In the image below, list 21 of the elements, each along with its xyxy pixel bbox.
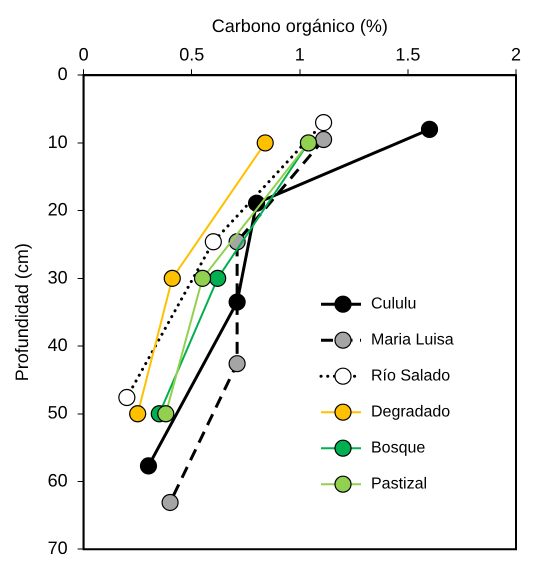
x-tick-label: 0.5 xyxy=(179,44,204,64)
y-tick-label: 40 xyxy=(48,335,68,356)
legend-label: Degradado xyxy=(371,404,450,421)
y-tick-label: 0 xyxy=(58,64,68,84)
x-tick-label: 1 xyxy=(294,44,305,64)
x-tick-label: 1.5 xyxy=(395,44,420,64)
y-tick-label: 30 xyxy=(48,267,68,288)
y-tick-label: 20 xyxy=(48,200,68,220)
y-tick-label: 10 xyxy=(48,132,68,152)
legend-label: Bosque xyxy=(371,440,426,457)
legend-label: Maria Luisa xyxy=(371,332,454,349)
x-tick-label: 0 xyxy=(78,44,89,64)
y-tick-label: 70 xyxy=(48,538,68,558)
y-tick-label: 50 xyxy=(48,402,68,423)
y-axis-title: Profundidad (cm) xyxy=(12,243,32,382)
x-tick-label: 2 xyxy=(510,44,522,64)
legend-label: Pastizal xyxy=(371,476,428,493)
legend-label: Cululu xyxy=(371,296,416,313)
y-tick-label: 60 xyxy=(48,470,68,490)
x-axis-title: Carbono orgánico (%) xyxy=(212,16,388,36)
legend-label: Río Salado xyxy=(371,368,450,385)
